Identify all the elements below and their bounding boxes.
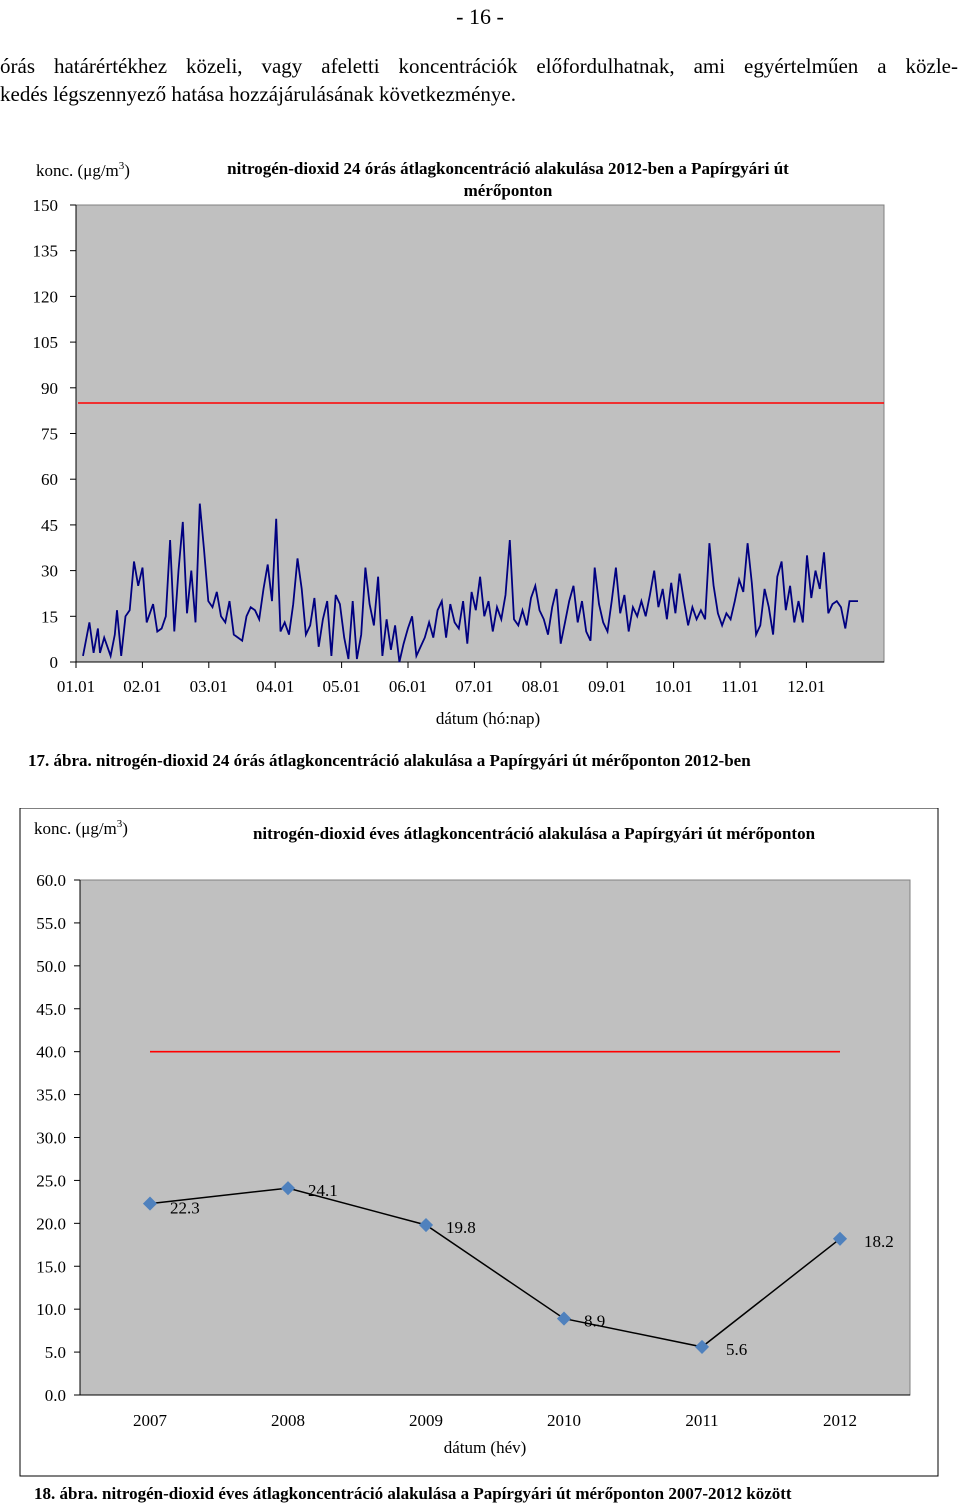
- data-label: 8.9: [584, 1312, 605, 1331]
- y-tick-label: 120: [33, 287, 59, 306]
- x-tick-label: 04.01: [256, 677, 294, 696]
- daily-concentration-series: [82, 503, 858, 663]
- x-tick-label: 05.01: [322, 677, 360, 696]
- plot-area: [79, 879, 911, 1396]
- y-tick-label: 135: [33, 242, 59, 261]
- x-tick-label: 02.01: [123, 677, 161, 696]
- y-tick-label: 50.0: [36, 957, 66, 976]
- y-tick-label: 0: [50, 653, 59, 672]
- x-tick-label: 01.01: [57, 677, 95, 696]
- y-tick-label: 30: [41, 562, 58, 581]
- x-tick-label: 08.01: [522, 677, 560, 696]
- x-tick-label: 11.01: [721, 677, 759, 696]
- data-point-marker: [832, 1231, 848, 1246]
- y-tick-label: 5.0: [45, 1343, 66, 1362]
- y-tick-label: 20.0: [36, 1214, 66, 1233]
- paragraph-line-1: órás határértékhez közeli, vagy afeletti…: [0, 54, 958, 78]
- y-tick-label: 45.0: [36, 1000, 66, 1019]
- y-tick-label: 40.0: [36, 1043, 66, 1062]
- data-label: 18.2: [864, 1232, 894, 1251]
- x-tick-label: 12.01: [787, 677, 825, 696]
- y-tick-label: 55.0: [36, 914, 66, 933]
- x-tick-label: 06.01: [389, 677, 427, 696]
- y-tick-label: 75: [41, 425, 58, 444]
- data-point-marker: [142, 1196, 158, 1211]
- x-tick-label: 2011: [685, 1411, 718, 1430]
- y-axis-unit-label: konc. (μg/m3): [34, 818, 128, 838]
- y-tick-label: 60: [41, 470, 58, 489]
- y-tick-label: 60.0: [36, 871, 66, 890]
- y-tick-label: 25.0: [36, 1171, 66, 1190]
- y-tick-label: 30.0: [36, 1129, 66, 1148]
- y-tick-label: 150: [33, 196, 59, 215]
- x-tick-label: 07.01: [455, 677, 493, 696]
- y-tick-label: 15: [41, 607, 58, 626]
- body-paragraph: órás határértékhez közeli, vagy afeletti…: [0, 52, 958, 108]
- y-tick-label: 0.0: [45, 1386, 66, 1405]
- daily-no2-chart: konc. (μg/m3) nitrogén-dioxid 24 órás át…: [0, 140, 960, 740]
- page-number: - 16 -: [456, 4, 504, 29]
- annual-no2-chart: konc. (μg/m3) nitrogén-dioxid éves átlag…: [0, 807, 960, 1478]
- data-label: 19.8: [446, 1218, 476, 1237]
- y-tick-label: 45: [41, 516, 58, 535]
- x-tick-label: 2012: [823, 1411, 857, 1430]
- data-label: 22.3: [170, 1199, 200, 1218]
- y-tick-label: 105: [33, 333, 59, 352]
- x-tick-label: 03.01: [190, 677, 228, 696]
- x-axis-title: dátum (hév): [444, 1438, 527, 1457]
- y-tick-label: 15.0: [36, 1257, 66, 1276]
- plot-area: [75, 204, 885, 663]
- figure-17-caption: 17. ábra. nitrogén-dioxid 24 órás átlagk…: [28, 751, 751, 770]
- data-label: 24.1: [308, 1181, 338, 1200]
- chart-title-line-2: mérőponton: [464, 181, 553, 200]
- x-tick-label: 09.01: [588, 677, 626, 696]
- paragraph-line-2: kedés légszennyező hatása hozzájárulásán…: [0, 82, 516, 106]
- x-tick-label: 2007: [133, 1411, 168, 1430]
- y-tick-label: 35.0: [36, 1086, 66, 1105]
- y-axis-unit-label: konc. (μg/m3): [36, 160, 130, 180]
- x-tick-label: 2010: [547, 1411, 581, 1430]
- y-tick-label: 90: [41, 379, 58, 398]
- x-tick-label: 2008: [271, 1411, 305, 1430]
- data-label: 5.6: [726, 1340, 747, 1359]
- data-point-marker: [694, 1339, 710, 1355]
- annual-concentration-series: [149, 1187, 841, 1348]
- x-tick-label: 10.01: [654, 677, 692, 696]
- x-axis-title: dátum (hó:nap): [436, 709, 540, 728]
- y-tick-label: 10.0: [36, 1300, 66, 1319]
- chart-title: nitrogén-dioxid éves átlagkoncentráció a…: [253, 824, 816, 843]
- figure-18-caption: 18. ábra. nitrogén-dioxid éves átlagkonc…: [34, 1484, 792, 1503]
- chart-title-line-1: nitrogén-dioxid 24 órás átlagkoncentráci…: [227, 159, 789, 178]
- x-tick-label: 2009: [409, 1411, 443, 1430]
